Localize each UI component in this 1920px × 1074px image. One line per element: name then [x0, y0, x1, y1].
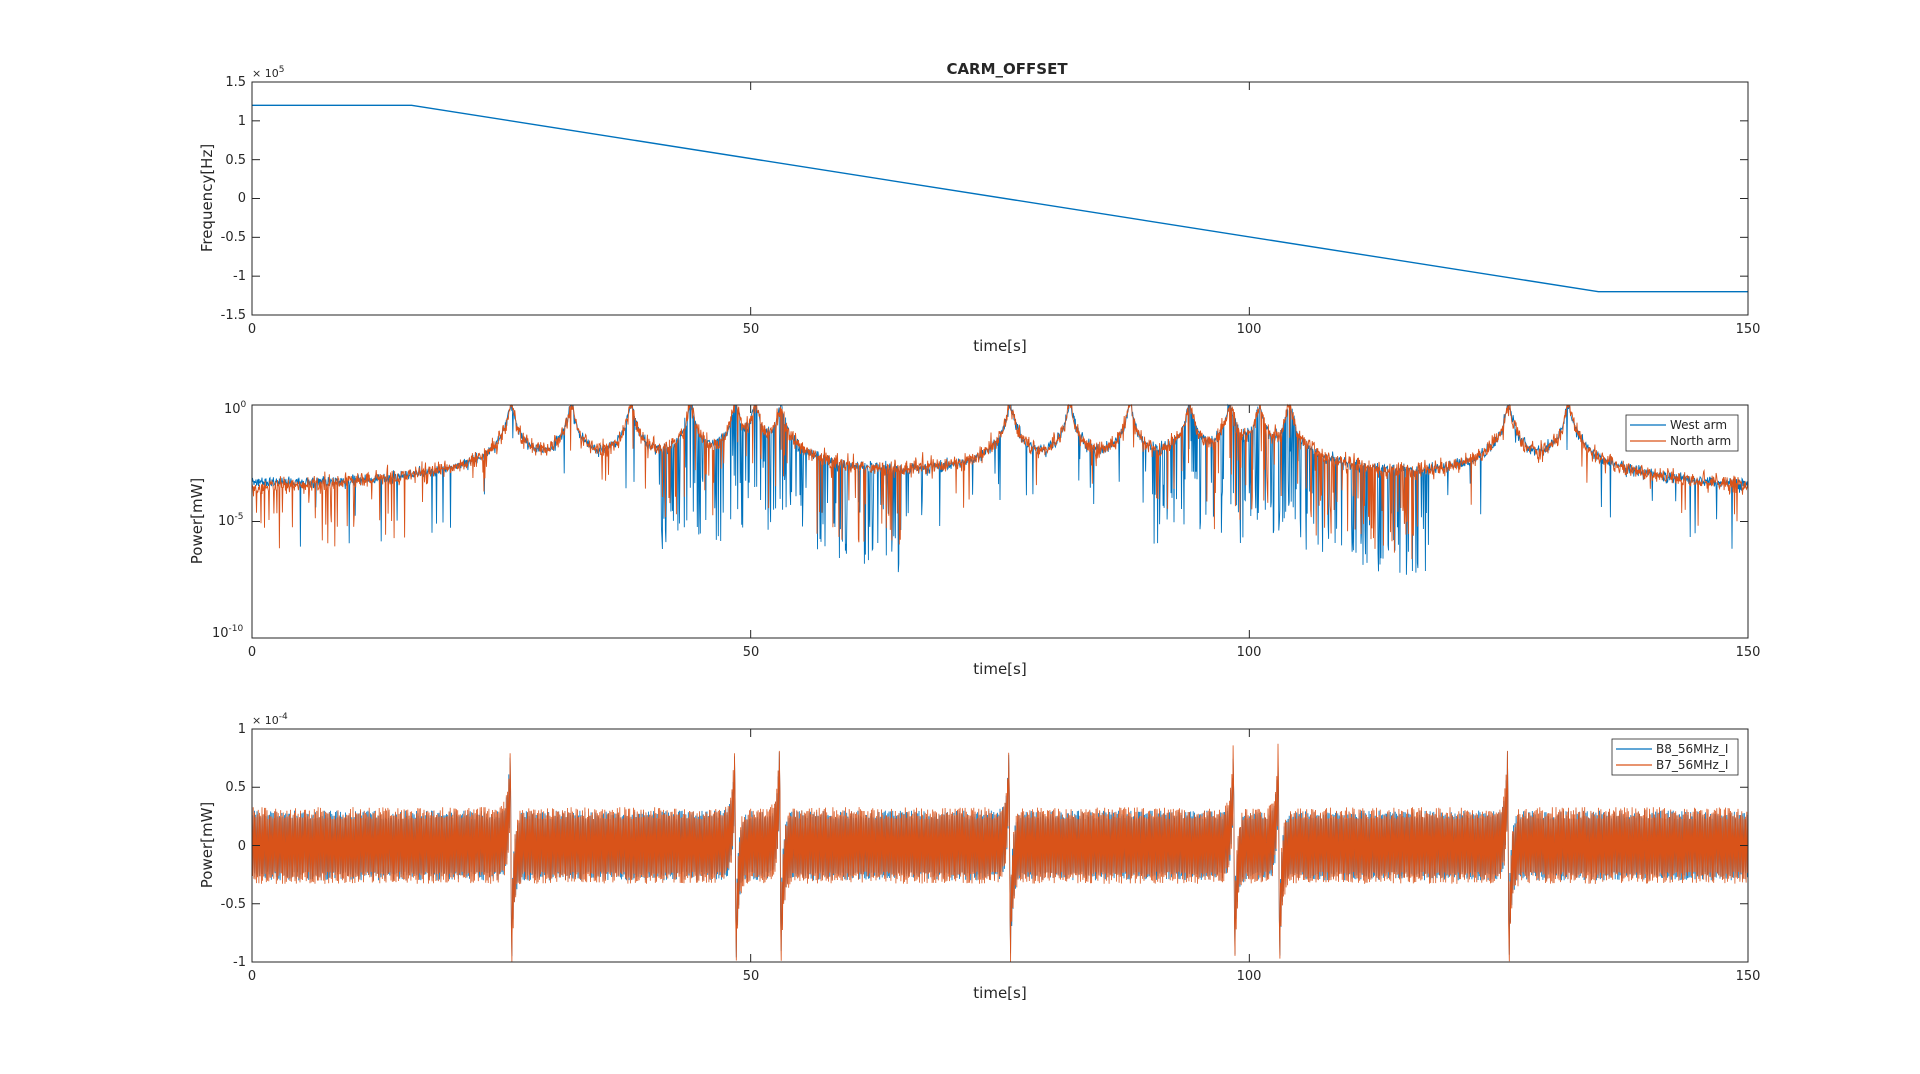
y-exponent-label: × 105 — [252, 65, 284, 80]
x-tick-label: 0 — [248, 969, 256, 984]
y-tick-label: 0.5 — [225, 153, 246, 168]
y-tick-label: 1 — [238, 722, 246, 737]
x-tick-labels: 0 50 100 150 — [248, 969, 1761, 984]
legend-label-west-arm: West arm — [1670, 418, 1727, 432]
x-tick-label: 0 — [248, 322, 256, 337]
y-tick-label: -0.5 — [221, 230, 246, 245]
y-axis-label: Power[mW] — [188, 478, 206, 565]
y-tick-label: 0.5 — [225, 780, 246, 795]
y-tick-label: 1 — [238, 114, 246, 129]
legend-box — [1611, 738, 1739, 776]
x-tick-label: 50 — [743, 969, 760, 984]
series-line-carm-offset — [252, 104, 1748, 293]
y-tick-label: 1.5 — [225, 75, 246, 90]
x-tick-label: 150 — [1736, 322, 1761, 337]
panel-arm-power: 0 50 100 150 100 10-5 10-10 time[s] Powe… — [188, 400, 1760, 678]
x-tick-label: 100 — [1237, 322, 1262, 337]
x-tick-label: 100 — [1237, 645, 1262, 660]
legend: West arm North arm — [1625, 414, 1739, 452]
tick-marks — [251, 404, 1749, 639]
y-tick-label: -0.5 — [221, 897, 246, 912]
legend-label-b7: B7_56MHz_I — [1656, 758, 1728, 772]
exponent-power: 5 — [279, 65, 285, 75]
x-tick-label: 50 — [743, 322, 760, 337]
y-axis-label: Frequency[Hz] — [198, 144, 216, 252]
x-tick-labels: 0 50 100 150 — [248, 322, 1761, 337]
y-tick-exp: -5 — [235, 512, 244, 522]
exponent-power: -4 — [279, 712, 288, 722]
plot-area — [252, 104, 1748, 293]
legend: B8_56MHz_I B7_56MHz_I — [1611, 738, 1739, 776]
y-tick-label: 100 — [224, 400, 247, 417]
y-tick-labels: 100 10-5 10-10 — [212, 400, 247, 641]
x-axis-label: time[s] — [973, 337, 1026, 355]
chart-title: CARM_OFFSET — [946, 60, 1068, 78]
y-tick-label: 0 — [238, 839, 246, 854]
legend-box — [1625, 414, 1739, 452]
x-tick-label: 100 — [1237, 969, 1262, 984]
y-tick-label: -1 — [233, 269, 246, 284]
y-tick-exp: -10 — [229, 624, 244, 634]
exponent-base: × 10 — [252, 714, 279, 727]
y-tick-labels: -1 -0.5 0 0.5 1 — [221, 722, 246, 970]
y-tick-label: 10-10 — [212, 624, 244, 641]
x-tick-label: 150 — [1736, 969, 1761, 984]
y-tick-label: 10-5 — [218, 512, 244, 529]
y-tick-base: 10 — [218, 514, 235, 529]
panel-carm-offset: CARM_OFFSET 0 50 100 150 -1.5 -1 -0.5 0 … — [198, 60, 1760, 355]
y-tick-exp: 0 — [241, 400, 247, 410]
y-tick-labels: -1.5 -1 -0.5 0 0.5 1 1.5 — [221, 75, 246, 323]
y-tick-label: -1 — [233, 955, 246, 970]
x-tick-label: 50 — [743, 645, 760, 660]
plot-area — [251, 403, 1749, 575]
plot-area — [251, 743, 1749, 963]
exponent-base: × 10 — [252, 67, 279, 80]
y-tick-base: 10 — [224, 402, 241, 417]
x-tick-label: 0 — [248, 645, 256, 660]
tick-marks — [251, 81, 1749, 316]
x-tick-label: 150 — [1736, 645, 1761, 660]
y-tick-base: 10 — [212, 626, 229, 641]
x-axis-label: time[s] — [973, 660, 1026, 678]
y-tick-label: 0 — [238, 191, 246, 206]
panel-demod-signals: 0 50 100 150 -1 -0.5 0 0.5 1 × 10-4 time… — [198, 712, 1760, 1002]
y-tick-label: -1.5 — [221, 308, 246, 323]
series-line-north-arm — [251, 403, 1749, 560]
tick-marks — [251, 728, 1749, 963]
legend-label-north-arm: North arm — [1670, 434, 1731, 448]
legend-label-b8: B8_56MHz_I — [1656, 742, 1728, 756]
x-tick-labels: 0 50 100 150 — [248, 645, 1761, 660]
y-axis-label: Power[mW] — [198, 802, 216, 889]
x-axis-label: time[s] — [973, 984, 1026, 1002]
y-exponent-label: × 10-4 — [252, 712, 288, 727]
series-line-b7-56mhz-i — [251, 743, 1749, 963]
